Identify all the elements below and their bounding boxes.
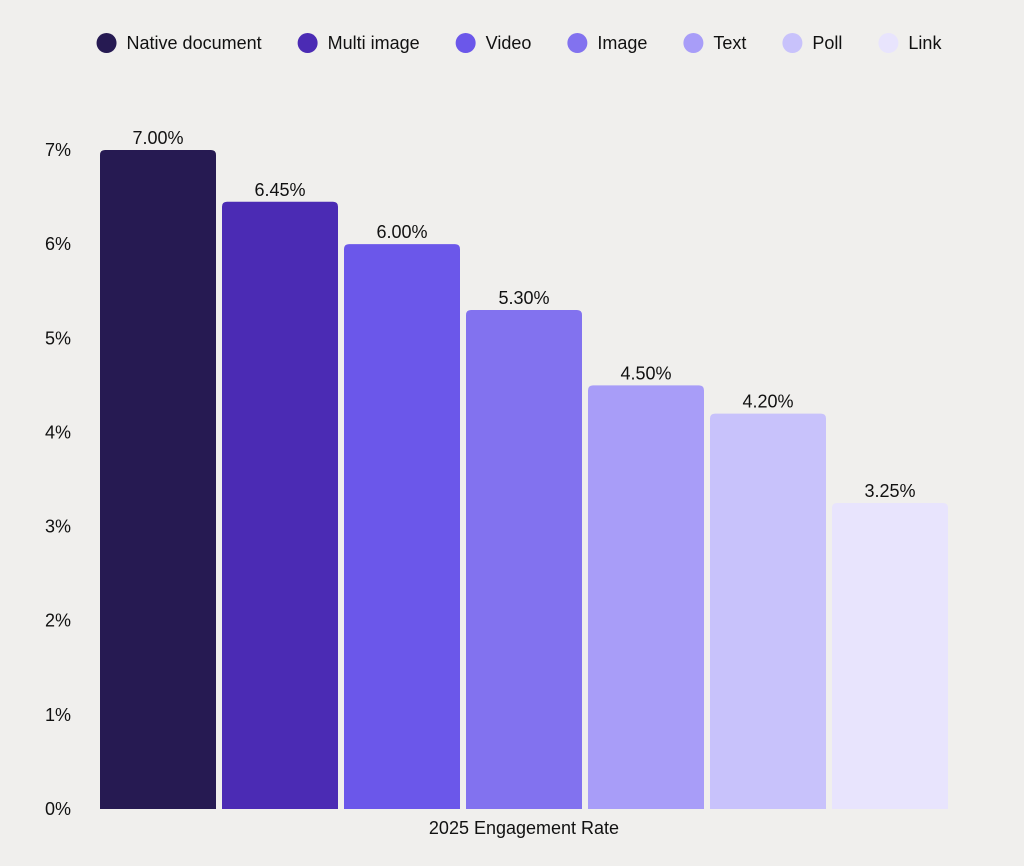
- legend-item-poll[interactable]: Poll: [782, 33, 842, 53]
- x-axis-label: 2025 Engagement Rate: [429, 818, 619, 838]
- bar-value-label: 4.50%: [620, 363, 671, 383]
- legend-swatch: [455, 33, 476, 53]
- y-tick-label: 2%: [45, 611, 71, 631]
- y-tick-label: 4%: [45, 422, 71, 442]
- bar-video: [344, 244, 460, 810]
- bar-value-label: 3.25%: [864, 481, 915, 501]
- bar-link: [832, 503, 948, 809]
- legend-swatch: [297, 33, 318, 53]
- legend-label: Poll: [812, 33, 842, 53]
- bar-value-label: 7.00%: [132, 128, 183, 148]
- y-tick-label: 5%: [45, 328, 71, 348]
- bar-native-document: [100, 150, 216, 809]
- bar-value-label: 6.45%: [254, 180, 305, 200]
- legend-label: Native document: [127, 33, 262, 53]
- legend-swatch: [567, 33, 588, 53]
- legend-label: Video: [486, 33, 532, 53]
- legend-label: Multi image: [328, 33, 420, 53]
- y-tick-label: 1%: [45, 705, 71, 725]
- y-axis: 0% 1% 2% 3% 4% 5% 6% 7%: [45, 140, 71, 819]
- legend-swatch: [782, 33, 803, 53]
- bar-poll: [710, 413, 826, 809]
- bar-text: [588, 385, 704, 809]
- legend-item-image[interactable]: Image: [567, 33, 647, 53]
- y-tick-label: 0%: [45, 799, 71, 819]
- legend: Native document Multi image Video Image Text…: [96, 33, 942, 53]
- y-tick-label: 7%: [45, 140, 71, 160]
- legend-label: Text: [713, 33, 746, 53]
- legend-item-multi-image[interactable]: Multi image: [297, 33, 420, 53]
- bar-value-label: 5.30%: [498, 288, 549, 308]
- legend-item-native-document[interactable]: Native document: [96, 33, 262, 53]
- y-tick-label: 3%: [45, 517, 71, 537]
- legend-item-video[interactable]: Video: [455, 33, 532, 53]
- y-tick-label: 6%: [45, 234, 71, 254]
- bar-value-label: 4.20%: [742, 392, 793, 412]
- legend-swatch: [683, 33, 704, 53]
- bar-value-label: 6.00%: [376, 222, 427, 242]
- bar-image: [466, 310, 582, 809]
- legend-item-text[interactable]: Text: [683, 33, 746, 53]
- legend-swatch: [878, 33, 899, 53]
- legend-label: Image: [597, 33, 647, 53]
- bars-group: [100, 150, 948, 810]
- legend-label: Link: [908, 33, 942, 53]
- legend-item-link[interactable]: Link: [878, 33, 942, 53]
- legend-swatch: [96, 33, 117, 53]
- bar-multi-image: [222, 201, 338, 809]
- bar-labels-group: 7.00% 6.45% 6.00% 5.30% 4.50% 4.20% 3.25%: [132, 128, 915, 501]
